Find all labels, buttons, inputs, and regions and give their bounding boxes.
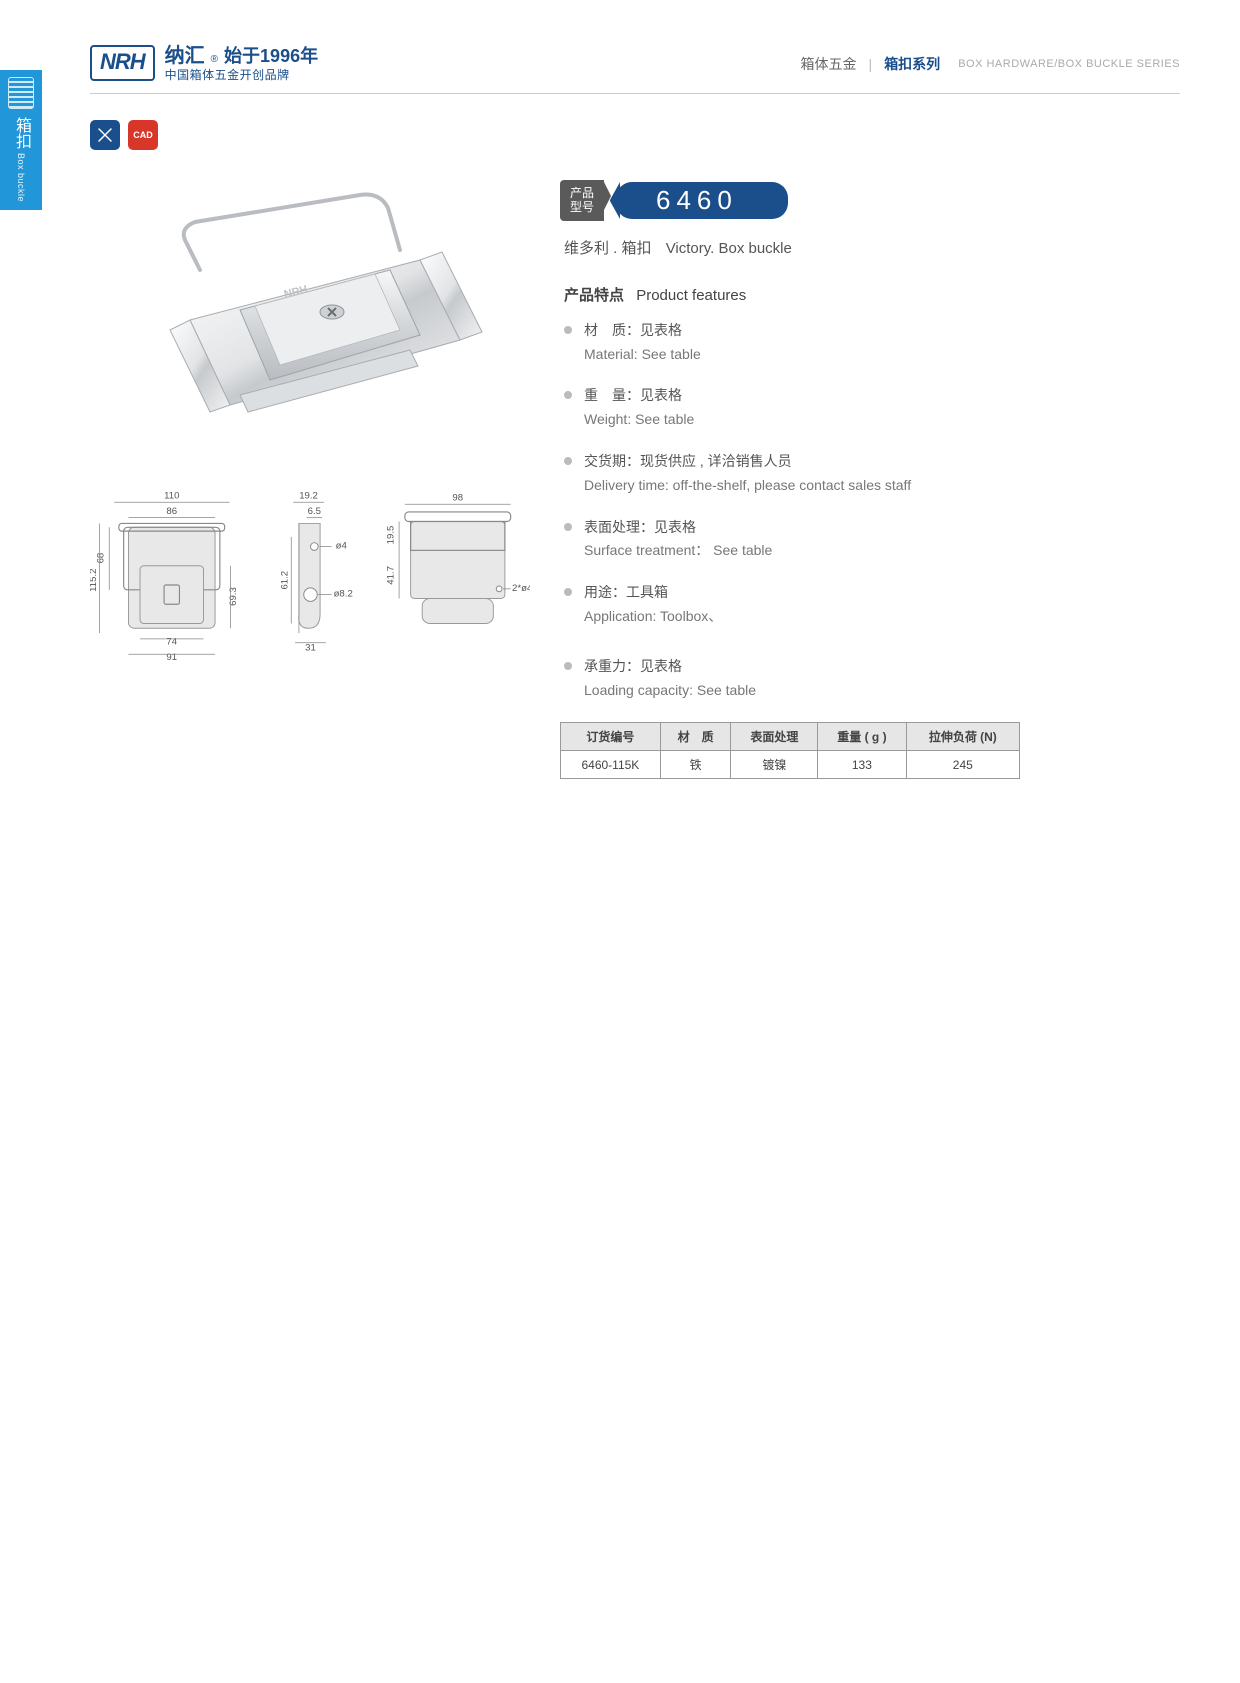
feature-en: Loading capacity: See table [584,679,1160,703]
badge-tools-icon [90,120,120,150]
dim-19: 19.2 [299,490,318,501]
feature-cn: 重 量：见表格 [584,387,682,403]
feature-cn: 承重力：见表格 [584,658,682,674]
dim-195: 19.5 [385,526,396,545]
tool-badges: CAD [90,120,158,150]
dim-98: 98 [453,492,464,503]
feature-item: 承重力：见表格 Loading capacity: See table [564,655,1160,703]
spec-cell: 245 [906,751,1019,779]
dim-69: 69.3 [228,587,239,606]
right-column: 产品 型号 6460 维多利 . 箱扣 Victory. Box buckle … [560,180,1160,779]
badge-cad-icon: CAD [128,120,158,150]
engineering-diagrams: 110 86 68 115.2 69.3 74 91 19. [90,485,530,685]
feature-cn: 交货期：现货供应 , 详洽销售人员 [584,453,792,469]
product-illustration: NRH [90,190,530,450]
feature-en: Material: See table [584,343,1160,367]
side-tab: 箱扣 Box buckle [0,70,42,210]
feature-cn: 用途：工具箱 [584,584,668,600]
header-series-cn: 箱扣系列 [884,54,940,74]
side-tab-label-en: Box buckle [16,153,26,202]
spec-cell: 铁 [660,751,731,779]
model-number: 6460 [616,182,788,219]
left-column: NRH 110 86 68 115.2 69.3 [90,190,530,685]
dim-6: 6.5 [307,506,320,517]
diagram-front-view: 110 86 68 115.2 69.3 74 91 [90,485,254,685]
feature-en: Application: Toolbox、 [584,605,1160,629]
model-label: 产品 型号 [560,180,604,221]
spec-cell: 镀镍 [731,751,818,779]
logo-brand-cn: 纳汇 [165,44,205,68]
spec-th: 重量 ( g ) [818,723,906,751]
feature-cn: 表面处理：见表格 [584,519,696,535]
dim-91: 91 [166,652,177,663]
dim-61: 61.2 [279,571,290,590]
dim-417: 41.7 [385,566,396,585]
dim-68: 68 [95,553,106,564]
spec-row: 6460-115K铁镀镍133245 [561,751,1020,779]
dim-86: 86 [166,506,177,517]
feature-en: Delivery time: off-the-shelf, please con… [584,474,1160,498]
logo-tagline: 中国箱体五金开创品牌 [165,68,318,82]
feature-item: 用途：工具箱 Application: Toolbox、 [564,581,1160,629]
subtitle-cn: 维多利 . 箱扣 [564,240,652,257]
header-divider: | [869,56,873,72]
spec-table: 订货编号材 质表面处理重量 ( g )拉伸负荷 (N) 6460-115K铁镀镍… [560,722,1020,779]
features-heading-cn: 产品特点 [564,287,624,304]
logo-registered: ® [211,54,218,66]
feature-en: Weight: See table [584,408,1160,432]
page-header: NRH 纳汇 ® 始于1996年 中国箱体五金开创品牌 箱体五金 | 箱扣系列 … [90,40,1180,94]
dim-74: 74 [166,637,177,648]
dim-110: 110 [164,490,179,501]
dim-31: 31 [305,642,316,653]
logo-badge: NRH [90,45,155,81]
product-subtitle: 维多利 . 箱扣 Victory. Box buckle [564,237,1160,258]
header-series-en: BOX HARDWARE/BOX BUCKLE SERIES [958,58,1180,70]
logo-text: 纳汇 ® 始于1996年 中国箱体五金开创品牌 [165,44,318,82]
spec-th: 拉伸负荷 (N) [906,723,1019,751]
model-row: 产品 型号 6460 [560,180,1160,221]
spec-th: 材 质 [660,723,731,751]
feature-en: Surface treatment： See table [584,539,1160,563]
spec-cell: 6460-115K [561,751,661,779]
spec-th: 订货编号 [561,723,661,751]
feature-item: 材 质：见表格 Material: See table [564,319,1160,367]
dim-o4: ø4 [335,540,347,551]
features-heading-en: Product features [636,287,746,304]
features-heading: 产品特点 Product features [564,284,1160,305]
dim-115: 115.2 [90,569,99,592]
feature-item: 交货期：现货供应 , 详洽销售人员 Delivery time: off-the-… [564,450,1160,498]
logo-line1: 纳汇 ® 始于1996年 [165,44,318,68]
feature-cn: 材 质：见表格 [584,322,682,338]
spec-th: 表面处理 [731,723,818,751]
logo-area: NRH 纳汇 ® 始于1996年 中国箱体五金开创品牌 [90,44,318,82]
subtitle-en: Victory. Box buckle [666,240,792,257]
diagram-plan-view: 98 2*ø4 19.5 41.7 [376,485,530,685]
header-category-cn: 箱体五金 [801,54,857,74]
dim-2o4: 2*ø4 [512,583,530,594]
dim-o8: ø8.2 [333,589,352,600]
side-tab-label-cn: 箱扣 [11,117,31,149]
feature-list: 材 质：见表格 Material: See table 重 量：见表格 Weight:… [564,319,1160,703]
feature-item: 表面处理：见表格 Surface treatment： See table [564,516,1160,564]
spec-cell: 133 [818,751,906,779]
logo-since: 始于1996年 [224,46,318,68]
feature-item: 重 量：见表格 Weight: See table [564,384,1160,432]
side-tab-icon [8,77,34,109]
header-right: 箱体五金 | 箱扣系列 BOX HARDWARE/BOX BUCKLE SERI… [801,54,1180,74]
diagram-side-view: 19.2 6.5 ø4 ø8.2 61.2 31 [272,485,359,685]
spec-table-header-row: 订货编号材 质表面处理重量 ( g )拉伸负荷 (N) [561,723,1020,751]
